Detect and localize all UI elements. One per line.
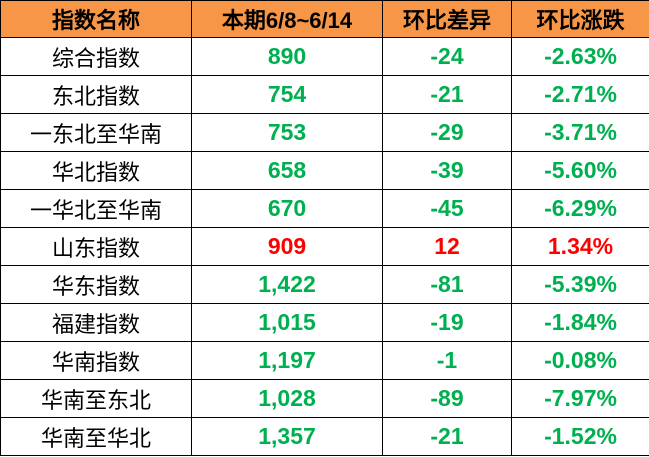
index-name: 东北指数 [0,75,192,114]
diff-value: -39 [382,151,512,190]
header-diff: 环比差异 [382,0,512,38]
pct-value: -2.71% [511,75,649,114]
diff-value: -21 [382,75,512,114]
pct-value: 1.34% [511,227,649,266]
index-name: 华南指数 [0,341,192,380]
index-name: 华东指数 [0,265,192,304]
table-row: 山东指数 909 12 1.34% [0,227,649,266]
pct-value: -7.97% [511,379,649,418]
pct-value: -2.63% [511,37,649,76]
pct-value: -5.60% [511,151,649,190]
header-current: 本期6/8~6/14 [191,0,383,38]
pct-value: -5.39% [511,265,649,304]
header-pct: 环比涨跌 [511,0,649,38]
pct-value: -0.08% [511,341,649,380]
pct-value: -3.71% [511,113,649,152]
current-value: 1,357 [191,417,383,456]
current-value: 658 [191,151,383,190]
current-value: 1,197 [191,341,383,380]
index-name: 华南至华北 [0,417,192,456]
diff-value: -89 [382,379,512,418]
index-name: 福建指数 [0,303,192,342]
current-value: 890 [191,37,383,76]
table-row: 华北指数 658 -39 -5.60% [0,151,649,190]
table-row: 一华北至华南 670 -45 -6.29% [0,189,649,228]
diff-value: -45 [382,189,512,228]
current-value: 1,015 [191,303,383,342]
diff-value: -1 [382,341,512,380]
current-value: 909 [191,227,383,266]
index-name: 一华北至华南 [0,189,192,228]
table-row: 华东指数 1,422 -81 -5.39% [0,265,649,304]
index-name: 华南至东北 [0,379,192,418]
current-value: 754 [191,75,383,114]
index-name: 山东指数 [0,227,192,266]
table-row: 一东北至华南 753 -29 -3.71% [0,113,649,152]
table-row: 福建指数 1,015 -19 -1.84% [0,303,649,342]
current-value: 753 [191,113,383,152]
current-value: 670 [191,189,383,228]
diff-value: -21 [382,417,512,456]
table-row: 华南至东北 1,028 -89 -7.97% [0,379,649,418]
diff-value: -29 [382,113,512,152]
index-name: 华北指数 [0,151,192,190]
diff-value: -24 [382,37,512,76]
table-row: 华南指数 1,197 -1 -0.08% [0,341,649,380]
table-row: 综合指数 890 -24 -2.63% [0,37,649,76]
pct-value: -1.84% [511,303,649,342]
diff-value: -81 [382,265,512,304]
index-name: 综合指数 [0,37,192,76]
current-value: 1,422 [191,265,383,304]
pct-value: -6.29% [511,189,649,228]
pct-value: -1.52% [511,417,649,456]
header-name: 指数名称 [0,0,192,38]
table-row: 东北指数 754 -21 -2.71% [0,75,649,114]
diff-value: -19 [382,303,512,342]
index-name: 一东北至华南 [0,113,192,152]
diff-value: 12 [382,227,512,266]
table-row: 华南至华北 1,357 -21 -1.52% [0,417,649,456]
current-value: 1,028 [191,379,383,418]
header-row: 指数名称 本期6/8~6/14 环比差异 环比涨跌 [0,0,649,38]
